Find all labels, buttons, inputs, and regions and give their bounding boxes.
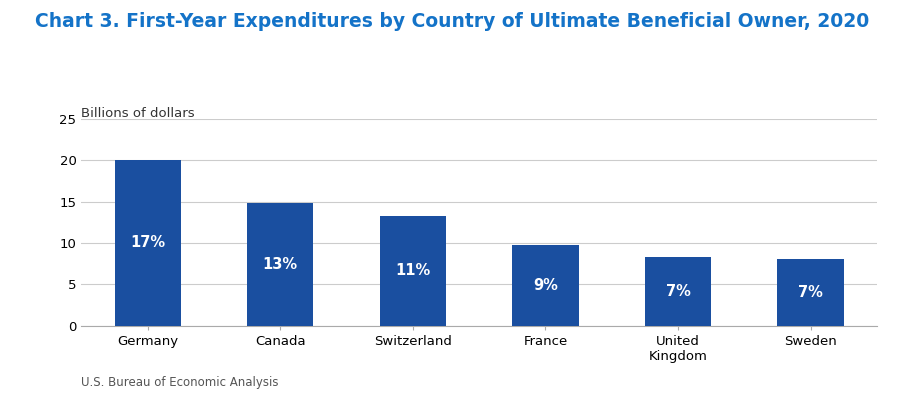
Text: 11%: 11% bbox=[395, 263, 430, 278]
Text: 7%: 7% bbox=[797, 285, 822, 300]
Bar bbox=[379, 216, 445, 326]
Text: Billions of dollars: Billions of dollars bbox=[81, 107, 195, 120]
Bar bbox=[777, 260, 842, 326]
Text: 9%: 9% bbox=[533, 278, 557, 293]
Bar bbox=[115, 160, 181, 326]
Text: 7%: 7% bbox=[665, 284, 690, 299]
Bar bbox=[644, 257, 711, 326]
Bar bbox=[247, 203, 313, 326]
Text: 17%: 17% bbox=[130, 235, 165, 251]
Text: U.S. Bureau of Economic Analysis: U.S. Bureau of Economic Analysis bbox=[81, 376, 278, 389]
Text: 13%: 13% bbox=[263, 257, 297, 272]
Bar bbox=[512, 245, 578, 326]
Text: Chart 3. First-Year Expenditures by Country of Ultimate Beneficial Owner, 2020: Chart 3. First-Year Expenditures by Coun… bbox=[35, 12, 868, 31]
